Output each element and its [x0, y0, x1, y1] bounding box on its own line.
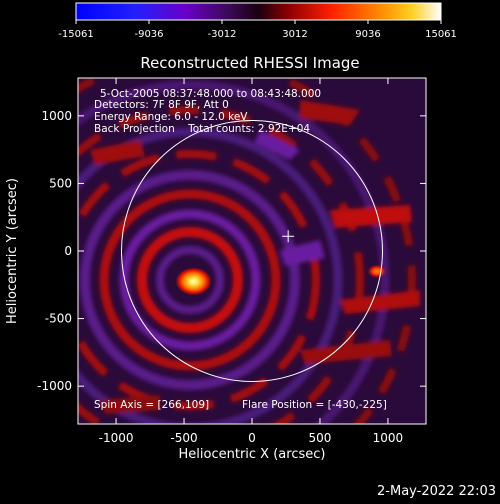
fringe-ring	[78, 106, 364, 424]
fringe-blob	[300, 340, 392, 364]
colorbar-gradient	[75, 2, 442, 21]
fringe-ring	[78, 150, 320, 410]
x-tick-label: -1000	[99, 431, 134, 445]
fringe-ring	[137, 227, 243, 333]
fringe-blob	[280, 240, 325, 266]
y-tick-label: -500	[45, 312, 72, 326]
colorbar-tick-label: -9036	[134, 29, 163, 40]
flare-position-text: Flare Position = [-430,-225]	[242, 399, 387, 411]
y-tick-label: -1000	[37, 379, 72, 393]
solar-limb-circle	[121, 120, 383, 382]
y-tick-label: 1000	[41, 109, 72, 123]
x-tick-label: 500	[309, 431, 332, 445]
info-time-range: 5-Oct-2005 08:37:48.000 to 08:43:48.000	[100, 88, 321, 100]
y-axis-label: Heliocentric Y (arcsec)	[5, 178, 20, 324]
spin-axis-text: Spin Axis = [266,109]	[94, 399, 209, 411]
fringe-blob	[330, 205, 412, 228]
y-tick-label: 0	[64, 244, 72, 258]
fringe-blob	[100, 395, 160, 414]
fringe-ring	[78, 127, 343, 424]
x-tick-label: -500	[170, 431, 197, 445]
fringe-blob	[255, 130, 300, 160]
timestamp: 2-May-2022 22:03	[377, 484, 496, 499]
fringe-blob	[300, 100, 360, 125]
x-axis-label: Heliocentric X (arcsec)	[179, 447, 326, 462]
info-detectors: Detectors: 7F 8F 9F, Att 0	[94, 99, 229, 111]
x-tick-label: 0	[248, 431, 256, 445]
fringe-ring	[80, 170, 300, 390]
fringe-blob	[340, 290, 420, 314]
chart-title: Reconstructed RHESSI Image	[140, 54, 359, 72]
flare-source-secondary	[367, 264, 388, 279]
colorbar-tick-label: 15061	[425, 29, 457, 40]
colorbar-ticks: -15061 -9036 -3012 3012 9036 15061	[58, 20, 457, 40]
fringe-ring	[156, 246, 224, 314]
colorbar-tick-label: -15061	[58, 29, 93, 40]
flare-source-main	[175, 267, 212, 296]
x-axis: -1000 -500 0 500 1000	[99, 78, 404, 445]
info-method-counts: Back Projection Total counts: 2.92E+04	[94, 123, 310, 135]
y-tick-label: 500	[49, 176, 72, 190]
fringe-ring	[78, 78, 416, 424]
x-tick-label: 1000	[373, 431, 404, 445]
colorbar-tick-label: 3012	[282, 29, 307, 40]
y-axis: -1000 -500 0 500 1000	[37, 109, 426, 393]
colorbar-tick-label: 9036	[355, 29, 380, 40]
colorbar-tick-label: -3012	[207, 29, 236, 40]
fringe-ring	[78, 80, 390, 424]
fringe-ring	[119, 209, 261, 351]
heatmap-image	[78, 78, 420, 424]
info-block: 5-Oct-2005 08:37:48.000 to 08:43:48.000 …	[94, 88, 321, 135]
info-energy-range: Energy Range: 6.0 - 12.0 keV	[94, 111, 248, 123]
spin-axis-marker	[282, 230, 295, 243]
fringe-blob	[90, 140, 145, 165]
